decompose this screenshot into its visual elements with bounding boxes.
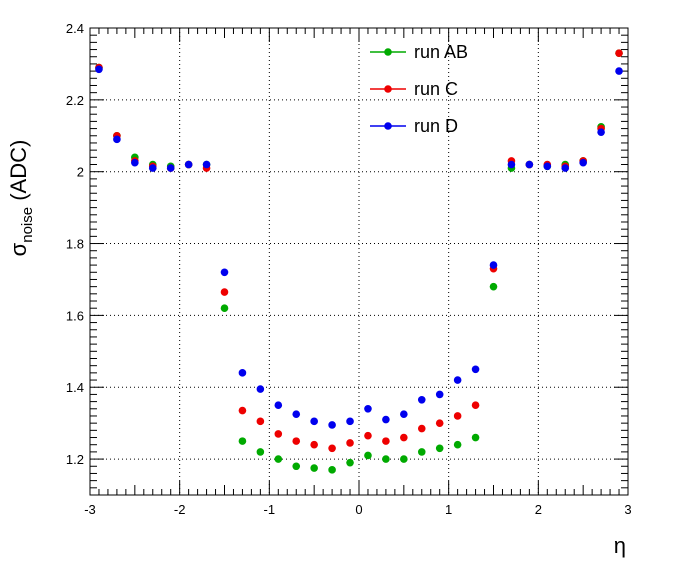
data-point	[238, 369, 247, 377]
data-point	[435, 444, 444, 453]
data-point	[310, 464, 318, 472]
data-point	[382, 437, 390, 445]
y-tick-label: 2	[77, 165, 84, 180]
tick-labels: -3 -2 -1 0 1 2 3 1.2 1.4 1.6 1.8 2 2.2 2.4	[66, 21, 632, 517]
x-axis-title: η	[614, 533, 626, 558]
data-point	[543, 162, 552, 171]
data-point	[184, 160, 193, 169]
data-point	[113, 135, 121, 144]
data-point	[364, 431, 372, 440]
data-point	[382, 455, 390, 463]
data-point	[292, 410, 301, 418]
data-point	[364, 451, 372, 460]
data-point	[615, 49, 623, 57]
data-point	[166, 164, 175, 172]
legend-label: run D	[414, 116, 458, 136]
data-point	[435, 390, 444, 399]
data-point	[507, 160, 516, 169]
data-point	[435, 419, 444, 427]
data-point	[274, 455, 283, 463]
data-point	[220, 304, 229, 313]
data-point	[364, 404, 372, 413]
data-point	[328, 444, 336, 453]
data-point	[471, 401, 480, 409]
y-axis-title-unit: (ADC)	[6, 140, 31, 207]
grid-lines	[90, 28, 628, 495]
data-point	[310, 417, 318, 426]
data-point	[292, 462, 301, 471]
legend-label: run AB	[414, 42, 468, 62]
data-point	[561, 164, 570, 172]
y-axis-title: σnoise (ADC)	[6, 140, 36, 257]
data-point	[274, 430, 283, 438]
legend-marker	[384, 85, 392, 93]
data-point	[400, 455, 408, 463]
data-point	[400, 410, 408, 418]
data-point	[256, 385, 265, 393]
data-point	[525, 160, 534, 169]
data-point	[220, 268, 229, 277]
data-point	[256, 417, 265, 426]
data-point	[597, 128, 605, 136]
data-point	[417, 396, 426, 404]
data-point	[346, 417, 354, 426]
data-point	[489, 261, 498, 269]
legend-label: run C	[414, 79, 458, 99]
legend: run AB run C run D	[370, 42, 468, 136]
x-tick-label: 0	[355, 502, 362, 517]
data-point	[471, 365, 480, 374]
data-point	[417, 424, 426, 433]
data-point	[453, 412, 462, 420]
y-tick-label: 1.8	[66, 237, 84, 252]
data-point	[274, 401, 283, 409]
tick-marks	[89, 27, 629, 496]
data-point	[202, 160, 211, 169]
x-tick-label: -1	[264, 502, 276, 517]
data-point	[95, 65, 103, 74]
data-point	[220, 288, 229, 296]
y-axis-title-subscript: noise	[19, 207, 36, 243]
data-point	[489, 282, 498, 291]
data-point	[148, 164, 157, 172]
x-tick-label: 3	[624, 502, 631, 517]
series-run-d	[95, 65, 623, 429]
data-point	[579, 158, 587, 167]
data-point	[400, 433, 408, 442]
data-point	[471, 433, 480, 442]
y-tick-label: 2.2	[66, 93, 84, 108]
data-point	[346, 439, 354, 447]
data-point	[238, 437, 247, 445]
legend-marker	[384, 122, 392, 130]
x-tick-label: -3	[84, 502, 96, 517]
data-point	[131, 158, 139, 167]
data-point	[256, 448, 265, 456]
data-point	[382, 415, 390, 424]
x-tick-label: 2	[535, 502, 542, 517]
y-axis-title-symbol: σ	[6, 242, 31, 256]
y-tick-label: 1.4	[66, 380, 84, 395]
data-point	[615, 67, 623, 75]
data-points	[95, 49, 623, 474]
data-point	[453, 376, 462, 384]
data-point	[310, 440, 318, 449]
data-point	[292, 437, 301, 445]
legend-marker	[384, 48, 392, 56]
data-point	[328, 466, 336, 474]
y-tick-label: 2.4	[66, 21, 84, 36]
data-point	[238, 406, 247, 415]
data-point	[328, 421, 336, 429]
y-tick-label: 1.6	[66, 308, 84, 323]
y-tick-label: 1.2	[66, 452, 84, 467]
data-point	[346, 458, 354, 467]
x-tick-label: -2	[174, 502, 186, 517]
data-point	[417, 448, 426, 456]
data-point	[453, 440, 462, 449]
x-tick-label: 1	[445, 502, 452, 517]
